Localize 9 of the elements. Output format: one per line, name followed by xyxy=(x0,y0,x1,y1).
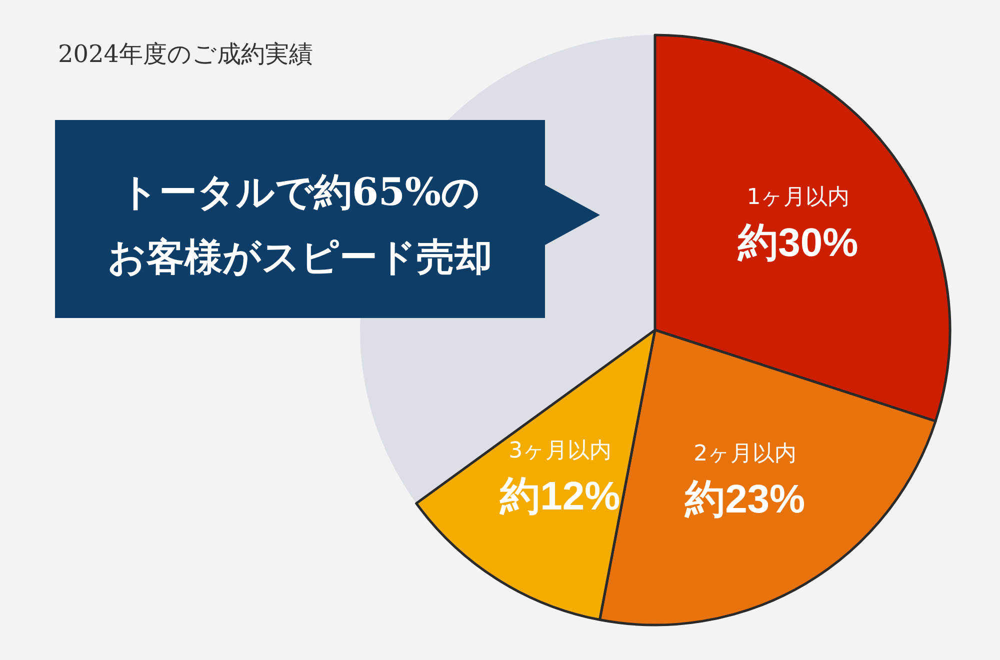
slice-label: 2ヶ月以内 xyxy=(694,441,797,466)
chart-title: 2024年度のご成約実績 xyxy=(58,40,314,68)
text: トータルで約65%の xyxy=(120,169,480,214)
slice-label: 1ヶ月以内 xyxy=(746,184,850,210)
data-label: 約30% xyxy=(737,220,858,265)
text: お客様がスピード売却 xyxy=(108,234,492,279)
data-label: 約23% xyxy=(684,477,806,522)
slice-label: 3ヶ月以内 xyxy=(508,438,612,464)
data-label: 約12% xyxy=(499,474,620,518)
